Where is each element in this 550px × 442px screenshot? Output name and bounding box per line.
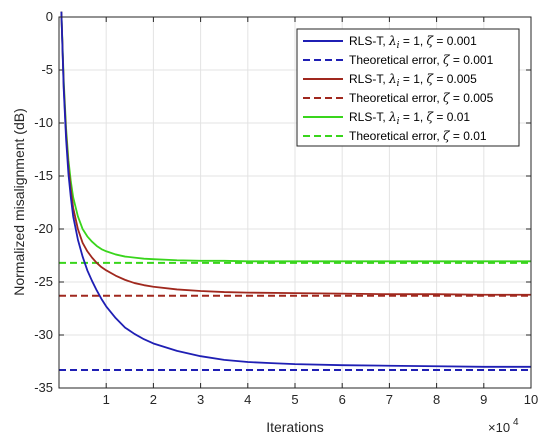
x-tick-label: 8 [433,392,440,407]
legend-entry-label: RLS-T, λi = 1, ζ = 0.01 [349,110,470,127]
legend-text-part: = 0.005 [450,91,494,105]
legend-entry-label: RLS-T, λi = 1, ζ = 0.001 [349,34,477,51]
x-tick-label: 4 [244,392,251,407]
legend-text-part: = 1, [400,72,427,86]
x-tick-label: 6 [339,392,346,407]
y-tick-label: -30 [34,327,53,342]
y-tick-label: -25 [34,274,53,289]
legend-text-part: ζ [427,110,435,124]
tick-labels: 1 2 3 4 5 6 7 8 9 10 0 -5 -10 -15 -20 -25 -30 -35 [34,9,538,407]
legend-text-part: ζ [427,34,435,48]
legend-text-part: = 0.001 [450,53,494,67]
legend-entry-label: RLS-T, λi = 1, ζ = 0.005 [349,72,477,89]
legend-text-part: = 1, [400,34,427,48]
legend-text-part: RLS-T, [349,72,389,86]
legend-entry-label: Theoretical error, ζ = 0.01 [349,129,487,143]
x-tick-label: 1 [103,392,110,407]
legend-text-part: ζ [427,72,435,86]
legend-text-part: λ [388,110,397,124]
legend-text-part: = 0.01 [433,110,470,124]
legend-entry-label: Theoretical error, ζ = 0.001 [349,53,494,67]
x-multiplier-exponent: 4 [513,417,519,428]
legend-text-part: i [397,79,400,89]
legend-text-part: i [397,117,400,127]
legend-text-part: = 0.01 [450,129,487,143]
legend-box [296,28,520,147]
legend-text-part: ζ [443,53,451,67]
x-tick-label: 2 [150,392,157,407]
legend-text-part: i [397,41,400,51]
legend-text-part: λ [388,34,397,48]
legend-text-part: = 0.001 [433,34,477,48]
x-multiplier-base: ×10 [488,420,510,435]
legend-text-part: Theoretical error, [349,53,443,67]
plot-frame [58,16,532,389]
x-tick-label: 9 [480,392,487,407]
series-layer [59,11,531,371]
y-tick-label: -5 [41,62,53,77]
x-tick-label: 7 [386,392,393,407]
y-tick-label: -10 [34,115,53,130]
legend-text-part: ζ [443,129,451,143]
legend-text-part: λ [388,72,397,86]
series-line [60,11,531,296]
x-tick-label: 5 [291,392,298,407]
series-line [60,11,531,263]
legend-text-part: RLS-T, [349,34,389,48]
legend-text-part: Theoretical error, [349,91,443,105]
x-tick-label: 10 [524,392,538,407]
legend-text-part: Theoretical error, [349,129,443,143]
x-axis-label: Iterations [266,419,324,435]
y-tick-label: -35 [34,380,53,395]
y-tick-label: 0 [46,9,53,24]
x-multiplier: ×10 4 [488,417,519,435]
y-tick-label: -20 [34,221,53,236]
series-line [60,11,531,368]
axis-ticks [59,16,532,389]
legend-text-part: = 1, [400,110,427,124]
legend-text-part: RLS-T, [349,110,389,124]
x-tick-label: 3 [197,392,204,407]
y-axis-label: Normalized misalignment (dB) [11,108,27,296]
legend-entry-label: Theoretical error, ζ = 0.005 [349,91,494,105]
legend-text-part: ζ [443,91,451,105]
legend-text-part: = 0.005 [433,72,477,86]
y-tick-label: -15 [34,168,53,183]
